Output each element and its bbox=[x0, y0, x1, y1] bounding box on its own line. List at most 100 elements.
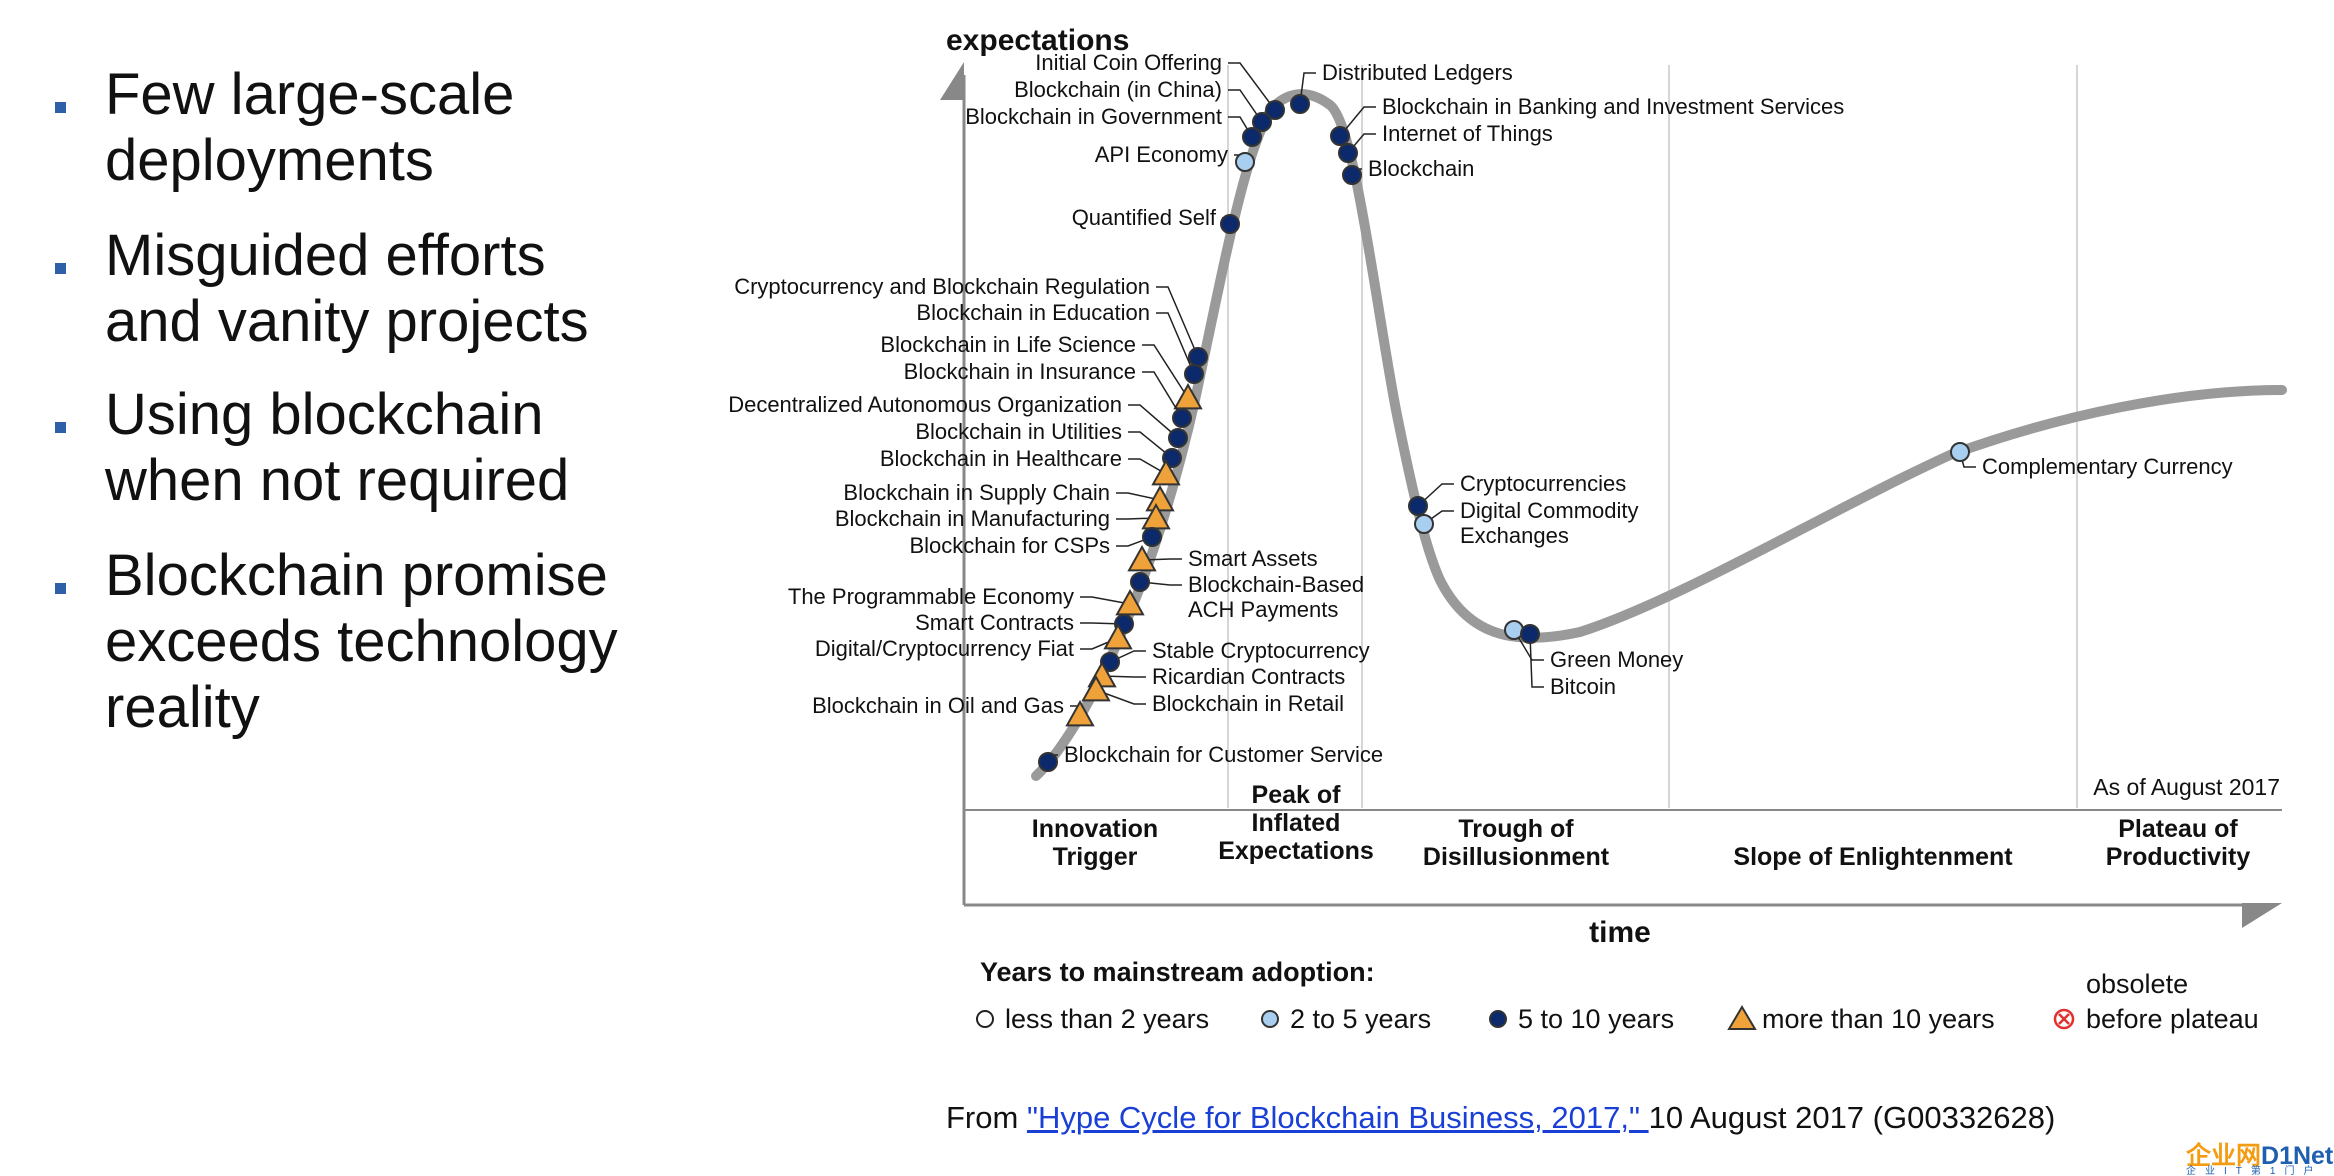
leader-line bbox=[1529, 633, 1544, 688]
technology-label: Green Money bbox=[1550, 647, 1683, 672]
leader-line bbox=[1156, 312, 1195, 375]
phase-label: Slope of Enlightenment bbox=[1733, 843, 2013, 871]
y-axis-title: expectations bbox=[946, 24, 1129, 57]
leader-line bbox=[1139, 581, 1182, 586]
dark-circle-marker-icon bbox=[1338, 143, 1358, 163]
leader-line bbox=[1142, 344, 1189, 399]
technology-label: Digital/Cryptocurrency Fiat bbox=[815, 636, 1074, 661]
dark-circle-marker-icon bbox=[1408, 496, 1428, 516]
legend-open-circle-icon bbox=[976, 1010, 994, 1028]
y-axis-arrow bbox=[940, 62, 964, 100]
dark-circle-marker-icon bbox=[1172, 408, 1192, 428]
bullet-line: reality bbox=[105, 675, 260, 740]
technology-label: Stable Cryptocurrency bbox=[1152, 638, 1370, 663]
technology-label: Blockchain in Life Science bbox=[880, 332, 1136, 357]
leader-line bbox=[1228, 89, 1263, 123]
leader-line bbox=[1080, 622, 1125, 625]
leader-line bbox=[1080, 596, 1131, 605]
technology-label: Blockchain in Retail bbox=[1152, 691, 1344, 716]
legend-label: obsolete bbox=[2086, 969, 2188, 999]
citation-prefix: From bbox=[946, 1100, 1027, 1135]
legend-label: before plateau bbox=[2086, 1004, 2259, 1034]
technology-label: Exchanges bbox=[1460, 523, 1569, 548]
dark-circle-marker-icon bbox=[1038, 752, 1058, 772]
technology-label: Blockchain for CSPs bbox=[909, 533, 1110, 558]
technology-label: Smart Assets bbox=[1188, 546, 1318, 571]
bullet-line: deployments bbox=[105, 128, 434, 193]
dark-circle-marker-icon bbox=[1184, 364, 1204, 384]
phase-label: Inflated bbox=[1252, 809, 1341, 837]
phase-label: Trigger bbox=[1053, 843, 1138, 871]
bullet-text: Misguided efforts and vanity projects bbox=[105, 223, 589, 355]
technology-label: API Economy bbox=[1095, 142, 1228, 167]
dark-circle-marker-icon bbox=[1265, 100, 1285, 120]
phase-label: Trough of bbox=[1458, 815, 1574, 843]
technology-label: Cryptocurrencies bbox=[1460, 471, 1626, 496]
triangle-marker-icon bbox=[1115, 588, 1145, 616]
bullet-text: Blockchain promise exceeds technology real… bbox=[105, 543, 618, 741]
leader-line bbox=[1095, 689, 1146, 705]
leader-line bbox=[1513, 629, 1544, 661]
dark-circle-marker-icon bbox=[1342, 165, 1362, 185]
technology-label: Quantified Self bbox=[1072, 205, 1217, 230]
technology-label: Blockchain in Banking and Investment Ser… bbox=[1382, 94, 1844, 119]
technology-label: Digital Commodity bbox=[1460, 498, 1639, 523]
legend-label: less than 2 years bbox=[1005, 1004, 1209, 1034]
leader-line bbox=[1128, 458, 1167, 475]
technology-label: Blockchain bbox=[1368, 156, 1474, 181]
phase-label: Productivity bbox=[2106, 843, 2251, 871]
citation-link[interactable]: "Hype Cycle for Blockchain Business, 201… bbox=[1026, 1100, 1649, 1135]
technology-label: Blockchain for Customer Service bbox=[1064, 742, 1383, 767]
phase-label: Expectations bbox=[1218, 837, 1374, 865]
light-circle-marker-icon bbox=[1414, 514, 1434, 534]
technology-label: Blockchain in Insurance bbox=[904, 359, 1136, 384]
citation-suffix: 10 August 2017 (G00332628) bbox=[1648, 1100, 2056, 1135]
phase-label: Plateau of bbox=[2118, 815, 2238, 843]
technology-label: Blockchain in Manufacturing bbox=[835, 506, 1110, 531]
technology-label: Smart Contracts bbox=[915, 610, 1074, 635]
phase-label: Disillusionment bbox=[1423, 843, 1610, 871]
dark-circle-marker-icon bbox=[1252, 112, 1272, 132]
leader-line bbox=[1299, 72, 1316, 105]
logo-sub: 企业IT第1门户 bbox=[2186, 1166, 2323, 1176]
x-axis-arrow bbox=[2242, 903, 2282, 928]
logo-text-a: 企业网 bbox=[2186, 1142, 2262, 1170]
triangle-marker-icon bbox=[1081, 674, 1111, 702]
leader-line bbox=[1101, 675, 1146, 678]
leader-line bbox=[1417, 483, 1454, 507]
technology-label: Distributed Ledgers bbox=[1322, 60, 1513, 85]
legend-label: 2 to 5 years bbox=[1290, 1004, 1431, 1034]
technology-label: Blockchain in Oil and Gas bbox=[812, 693, 1064, 718]
bullet-text: Using blockchain when not required bbox=[105, 382, 569, 514]
bullet-square-icon bbox=[55, 583, 66, 594]
triangle-marker-icon bbox=[1127, 544, 1157, 572]
technology-label: Blockchain in Utilities bbox=[915, 419, 1122, 444]
dark-circle-marker-icon bbox=[1130, 572, 1150, 592]
bullet-square-icon bbox=[55, 422, 66, 433]
leader-line bbox=[1128, 431, 1173, 459]
technology-label: Cryptocurrency and Blockchain Regulation bbox=[734, 274, 1150, 299]
leader-line bbox=[1116, 492, 1161, 501]
bullet-line: Misguided efforts bbox=[105, 223, 546, 288]
technology-label: Decentralized Autonomous Organization bbox=[728, 392, 1122, 417]
dark-circle-marker-icon bbox=[1330, 126, 1350, 146]
legend-triangle-icon bbox=[1727, 1005, 1757, 1030]
technology-label: Initial Coin Offering bbox=[1035, 50, 1222, 75]
technology-label: Blockchain in Education bbox=[916, 300, 1150, 325]
dark-circle-marker-icon bbox=[1290, 94, 1310, 114]
bullet-line: and vanity projects bbox=[105, 289, 589, 354]
leader-line bbox=[1156, 286, 1199, 358]
legend-light-circle-icon bbox=[1261, 1010, 1279, 1028]
technology-label: The Programmable Economy bbox=[788, 584, 1074, 609]
leader-line bbox=[1116, 517, 1157, 520]
leader-line bbox=[1228, 62, 1276, 111]
leader-line bbox=[1142, 371, 1183, 419]
dark-circle-marker-icon bbox=[1168, 428, 1188, 448]
legend-title: Years to mainstream adoption: bbox=[980, 957, 1375, 987]
bullet-line: when not required bbox=[105, 448, 570, 513]
legend-dark-circle-icon bbox=[1489, 1010, 1507, 1028]
technology-label: Blockchain in Supply Chain bbox=[843, 480, 1110, 505]
technology-label: Bitcoin bbox=[1550, 674, 1616, 699]
bullet-line: Few large-scale bbox=[105, 62, 515, 127]
dark-circle-marker-icon bbox=[1100, 652, 1120, 672]
